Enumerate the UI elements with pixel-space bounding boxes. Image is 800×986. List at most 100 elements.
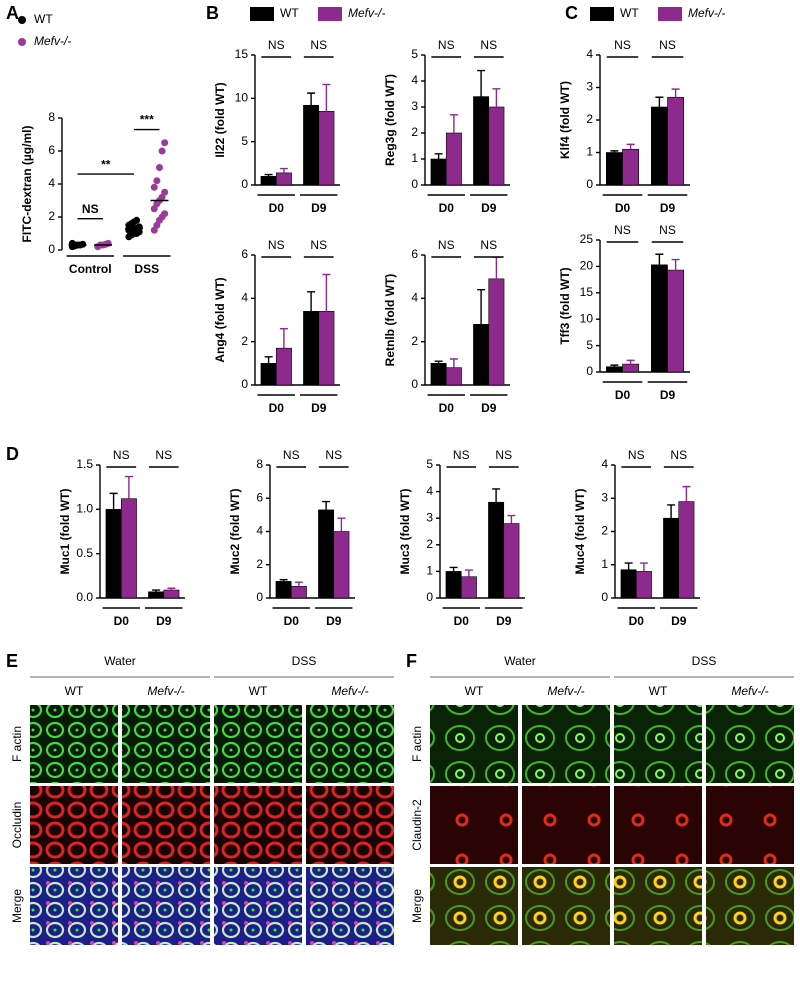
- y-axis-label: FITC-dextran (µg/ml): [20, 126, 34, 243]
- annotation: NS: [438, 238, 455, 252]
- error-bar: [492, 488, 501, 503]
- y-tick-label: 6: [256, 490, 263, 504]
- micrograph: [706, 867, 794, 945]
- y-tick-label: 6: [411, 247, 418, 261]
- data-point: [79, 240, 87, 248]
- error-bar: [449, 114, 458, 133]
- error-bar: [264, 356, 273, 364]
- y-tick-label: 10: [235, 91, 249, 105]
- error-bar: [671, 258, 680, 271]
- x-tick-label: D9: [156, 614, 172, 628]
- data-point: [150, 183, 158, 191]
- y-tick-label: 25: [580, 232, 594, 246]
- y-tick-label: 2: [586, 112, 593, 126]
- micrograph: [122, 786, 210, 864]
- legend-marker: [18, 38, 26, 46]
- y-tick-label: 3: [586, 80, 593, 94]
- y-axis-label: Ang4 (fold WT): [213, 277, 227, 362]
- error-bar: [124, 475, 133, 499]
- y-axis-label: Klf4 (fold WT): [558, 81, 572, 159]
- annotation: NS: [659, 223, 676, 237]
- y-tick-label: 3: [426, 510, 433, 524]
- legend-marker: [18, 16, 26, 24]
- y-tick-label: 8: [256, 457, 263, 471]
- x-tick-label: D0: [269, 401, 285, 415]
- y-tick-label: 4: [241, 291, 248, 305]
- bar: [290, 586, 307, 599]
- bar: [260, 176, 277, 186]
- error-bar: [655, 96, 664, 107]
- micrograph: [214, 705, 302, 783]
- bar: [105, 509, 122, 599]
- micrograph: [122, 867, 210, 945]
- y-tick-label: 0: [411, 377, 418, 391]
- annotation: NS: [310, 38, 327, 52]
- x-tick-label: D0: [629, 614, 645, 628]
- y-tick-label: 2: [601, 524, 608, 538]
- y-tick-label: 4: [48, 176, 55, 190]
- bar: [622, 148, 640, 186]
- annotation: NS: [453, 448, 470, 462]
- y-tick-label: 1: [426, 564, 433, 578]
- bar: [650, 106, 668, 186]
- x-tick-label: D0: [454, 614, 470, 628]
- error-bar: [610, 150, 619, 153]
- error-bar: [322, 500, 331, 510]
- panel-label: F: [406, 651, 417, 671]
- y-tick-label: 2: [48, 209, 55, 223]
- bar: [445, 571, 462, 599]
- data-point: [153, 177, 161, 185]
- x-tick-label: D9: [311, 201, 327, 215]
- bar: [667, 269, 685, 373]
- data-point: [161, 210, 169, 218]
- y-tick-label: 0.5: [76, 546, 93, 560]
- legend-label: WT: [34, 12, 53, 26]
- error-bar: [167, 587, 176, 591]
- y-tick-label: 4: [426, 484, 433, 498]
- annotation: NS: [310, 238, 327, 252]
- annotation: NS: [283, 448, 300, 462]
- bar: [148, 591, 165, 599]
- error-bar: [655, 253, 664, 265]
- error-bar: [507, 514, 516, 524]
- bar: [605, 366, 623, 373]
- bar: [318, 111, 335, 186]
- y-tick-label: 0: [241, 177, 248, 191]
- data-point: [161, 139, 169, 147]
- bar: [445, 132, 462, 186]
- annotation: ***: [140, 113, 154, 127]
- y-tick-label: 0: [241, 377, 248, 391]
- y-tick-label: 0: [411, 177, 418, 191]
- data-point: [158, 147, 166, 155]
- legend-swatch: [250, 7, 274, 21]
- error-bar: [492, 256, 501, 279]
- error-bar: [492, 88, 501, 107]
- y-tick-label: 3: [601, 490, 608, 504]
- legend-swatch: [590, 7, 614, 21]
- annotation: NS: [438, 38, 455, 52]
- bar: [678, 501, 695, 599]
- error-bar: [152, 589, 161, 592]
- y-tick-label: 4: [411, 291, 418, 305]
- y-axis-label: Muc1 (fold WT): [58, 489, 72, 575]
- genotype-label: WT: [65, 684, 84, 698]
- micrograph: [30, 786, 118, 864]
- y-tick-label: 6: [48, 143, 55, 157]
- x-tick-label: D9: [326, 614, 342, 628]
- annotation: NS: [113, 448, 130, 462]
- y-tick-label: 0: [586, 364, 593, 378]
- micrograph: [30, 705, 118, 783]
- error-bar: [279, 579, 288, 582]
- y-tick-label: 0: [586, 177, 593, 191]
- x-tick-label: D9: [481, 401, 497, 415]
- bar: [260, 363, 277, 386]
- y-tick-label: 1.5: [76, 457, 93, 471]
- genotype-label: Mefv-/-: [731, 684, 768, 698]
- y-tick-label: 2: [411, 125, 418, 139]
- y-tick-label: 0: [48, 242, 55, 256]
- micrograph: [430, 786, 518, 864]
- bar: [663, 517, 680, 599]
- condition-label: DSS: [692, 654, 717, 668]
- error-bar: [307, 291, 316, 312]
- micrograph: [522, 705, 610, 783]
